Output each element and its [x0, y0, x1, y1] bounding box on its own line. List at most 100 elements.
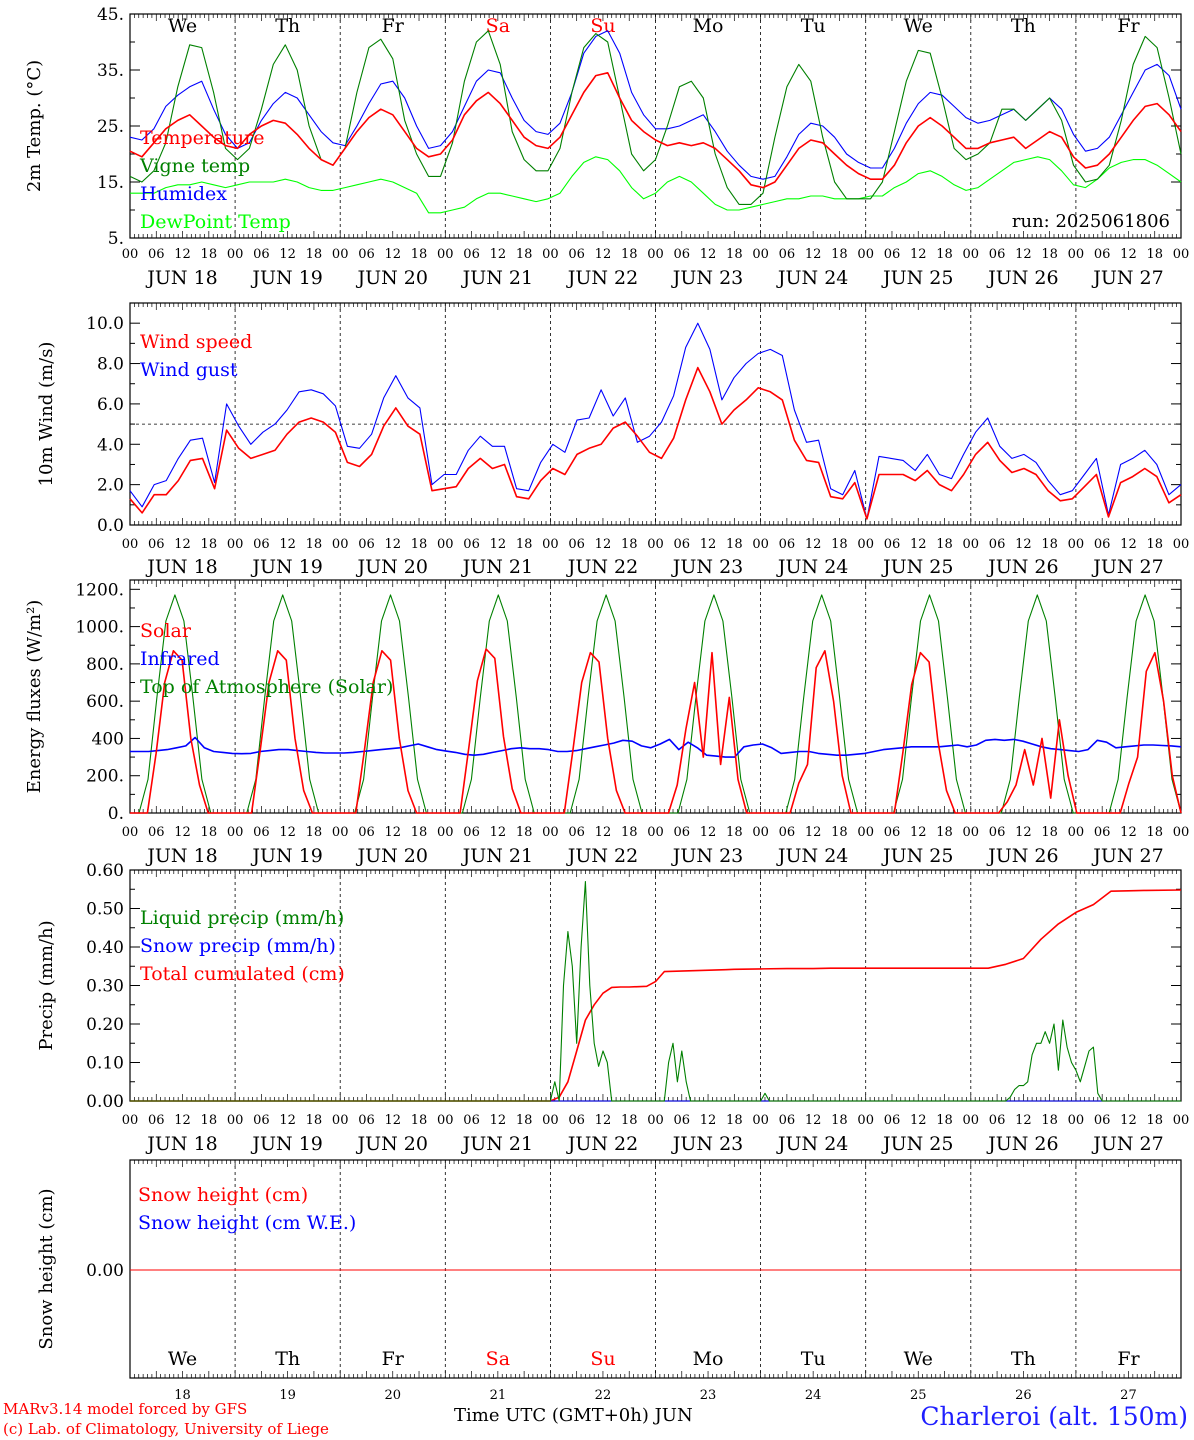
hour-tick-label: 12	[700, 1113, 717, 1128]
hour-tick-label: 12	[490, 1113, 507, 1128]
hour-tick-label: 00	[1068, 247, 1085, 262]
hour-tick-label: 18	[1041, 247, 1058, 262]
date-label: JUN 19	[250, 267, 322, 289]
hour-tick-label: 12	[174, 537, 191, 552]
hour-tick-label: 18	[726, 537, 743, 552]
hour-tick-label: 18	[621, 825, 638, 840]
hour-tick-label: 06	[884, 1113, 901, 1128]
hour-tick-label: 18	[516, 1113, 533, 1128]
day-number-label: 25	[910, 1388, 927, 1403]
day-name-label: Sa	[486, 1348, 510, 1370]
day-name-label: Th	[1011, 15, 1036, 37]
legend-entry: Infrared	[140, 648, 220, 670]
panel-4: 0.00 0.10 0.20 0.30 0.40 0.50 0.60 Precip (mm/h…	[36, 861, 1189, 1155]
day-name-label: Fr	[1117, 15, 1140, 37]
date-label: JUN 21	[461, 267, 533, 289]
hour-tick-label: 06	[779, 825, 796, 840]
y-tick-label: 1200.	[75, 580, 124, 600]
panel-5: 0.00 Snow height (cm) We Th Fr Sa Su Mo Tu We Th Fr…	[36, 1159, 1182, 1403]
hour-tick-label: 12	[595, 537, 612, 552]
y-tick-label: 45.	[97, 5, 124, 25]
hour-tick-label: 00	[437, 537, 454, 552]
day-number-label: 26	[1015, 1388, 1032, 1403]
y-tick-label: 400	[92, 729, 124, 749]
date-label: JUN 24	[776, 267, 848, 289]
hour-tick-label: 06	[674, 825, 691, 840]
panel-3: 0. 200. 400 600. 800. 1000. 1200. Energy fluxes…	[24, 579, 1189, 867]
hour-tick-label: 18	[306, 247, 323, 262]
hour-tick-label: 06	[253, 247, 270, 262]
date-label: JUN 20	[356, 556, 428, 578]
hour-tick-label: 18	[201, 1113, 218, 1128]
hour-tick-label: 12	[700, 825, 717, 840]
panel-2: 0.0 2.0 4.0 6.0 8.0 10.0 10m Wind (m/s) 00 06 12 1…	[36, 302, 1190, 578]
day-number-label: 18	[174, 1388, 191, 1403]
hour-tick-label: 06	[358, 825, 375, 840]
date-label: JUN 23	[671, 845, 743, 867]
date-label: JUN 19	[250, 1133, 322, 1155]
y-tick-label: 6.0	[97, 395, 124, 415]
hour-tick-label: 06	[989, 1113, 1006, 1128]
hour-tick-label: 12	[1015, 1113, 1032, 1128]
legend-entry: Humidex	[140, 183, 227, 205]
hour-tick-label: 06	[253, 825, 270, 840]
series-line-infrared	[130, 736, 1182, 758]
legend-entry: Top of Atmosphere (Solar)	[140, 676, 393, 698]
y-axis-label: Precip (mm/h)	[36, 920, 57, 1050]
hour-tick-label: 12	[595, 247, 612, 262]
day-name-label: Fr	[382, 15, 405, 37]
y-tick-label: 800.	[86, 655, 124, 675]
hour-tick-label: 12	[1120, 537, 1137, 552]
date-label: JUN 20	[356, 845, 428, 867]
hour-tick-label: 12	[279, 537, 296, 552]
hour-tick-label: 00	[542, 825, 559, 840]
hour-tick-label: 12	[595, 825, 612, 840]
date-label: JUN 22	[566, 845, 638, 867]
hour-tick-label: 00	[1173, 537, 1190, 552]
hour-tick-label: 06	[148, 1113, 165, 1128]
hour-tick-label: 12	[805, 247, 822, 262]
legend-entry: Snow precip (mm/h)	[140, 935, 336, 957]
date-label: JUN 19	[250, 556, 322, 578]
hour-tick-label: 06	[1094, 825, 1111, 840]
hour-tick-label: 00	[332, 247, 349, 262]
hour-tick-label: 12	[910, 247, 927, 262]
hour-tick-label: 18	[201, 537, 218, 552]
date-label: JUN 22	[566, 556, 638, 578]
hour-tick-label: 00	[857, 537, 874, 552]
hour-tick-label: 06	[779, 247, 796, 262]
hour-tick-label: 18	[831, 1113, 848, 1128]
y-tick-label: 15.	[97, 173, 124, 193]
hour-tick-label: 06	[568, 1113, 585, 1128]
copyright-credit: (c) Lab. of Climatology, University of L…	[3, 1420, 329, 1438]
hour-tick-label: 00	[437, 247, 454, 262]
hour-tick-label: 00	[1173, 1113, 1190, 1128]
hour-tick-label: 18	[1041, 1113, 1058, 1128]
hour-tick-label: 18	[726, 247, 743, 262]
hour-tick-label: 06	[148, 247, 165, 262]
legend-entry: Solar	[140, 620, 192, 642]
hour-tick-label: 18	[621, 537, 638, 552]
hour-tick-label: 12	[174, 1113, 191, 1128]
hour-tick-label: 00	[1068, 1113, 1085, 1128]
hour-tick-label: 18	[516, 537, 533, 552]
hour-tick-label: 06	[463, 825, 480, 840]
hour-tick-label: 12	[279, 247, 296, 262]
hour-tick-label: 06	[1094, 537, 1111, 552]
date-label: JUN 19	[250, 845, 322, 867]
legend-entry: Vigne temp	[139, 155, 250, 177]
day-number-label: 22	[595, 1388, 612, 1403]
day-name-label: Th	[275, 1348, 300, 1370]
date-label: JUN 24	[776, 556, 848, 578]
hour-tick-label: 12	[910, 1113, 927, 1128]
hour-tick-label: 06	[674, 537, 691, 552]
hour-tick-label: 18	[411, 537, 428, 552]
legend-entry: DewPoint Temp	[140, 211, 291, 233]
y-tick-label: 4.0	[97, 435, 124, 455]
y-tick-label: 0.	[108, 804, 124, 824]
y-tick-label: 0.40	[86, 938, 124, 958]
hour-tick-label: 12	[174, 247, 191, 262]
hour-tick-label: 00	[332, 825, 349, 840]
hour-tick-label: 00	[963, 1113, 980, 1128]
hour-tick-label: 06	[358, 537, 375, 552]
